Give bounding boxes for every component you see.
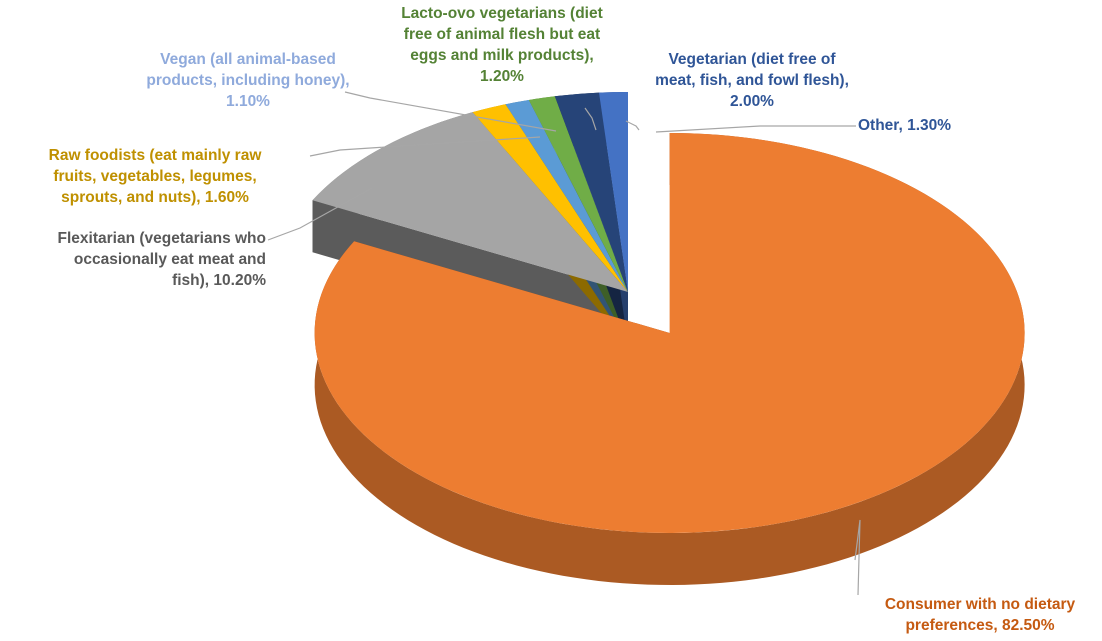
pie-top-layer xyxy=(312,92,1025,533)
leader-line-1 xyxy=(267,187,373,241)
leader-line-0 xyxy=(854,519,861,596)
data-label-other: Other, 1.30% xyxy=(858,117,952,134)
slice-4-top xyxy=(528,96,628,293)
leader-line-6 xyxy=(655,125,856,133)
data-label-raw-foodists: Raw foodists (eat mainly raw fruits, veg… xyxy=(48,147,262,206)
leader-line-2 xyxy=(309,136,541,157)
leader-lines xyxy=(267,91,861,596)
data-label-vegan: Vegan (all animal-based products, includ… xyxy=(146,51,350,110)
slice-2-top xyxy=(472,104,628,292)
data-label-lacto-ovo: Lacto-ovo vegetarians (diet free of anim… xyxy=(401,5,603,85)
slice-3-top xyxy=(505,99,628,292)
slice-5-top xyxy=(554,92,628,292)
slice-0-top xyxy=(314,132,1025,533)
leader-line-4 xyxy=(584,107,597,131)
data-label-no-preference: Consumer with no dietary preferences, 82… xyxy=(884,596,1076,634)
slice-1-top xyxy=(312,112,628,292)
leader-line-5 xyxy=(625,120,640,131)
leader-line-3 xyxy=(344,91,557,132)
slice-6-top xyxy=(599,92,628,292)
data-label-vegetarian: Vegetarian (diet free of meat, fish, and… xyxy=(655,51,849,110)
data-label-flexitarian: Flexitarian (vegetarians who occasionall… xyxy=(57,230,266,289)
